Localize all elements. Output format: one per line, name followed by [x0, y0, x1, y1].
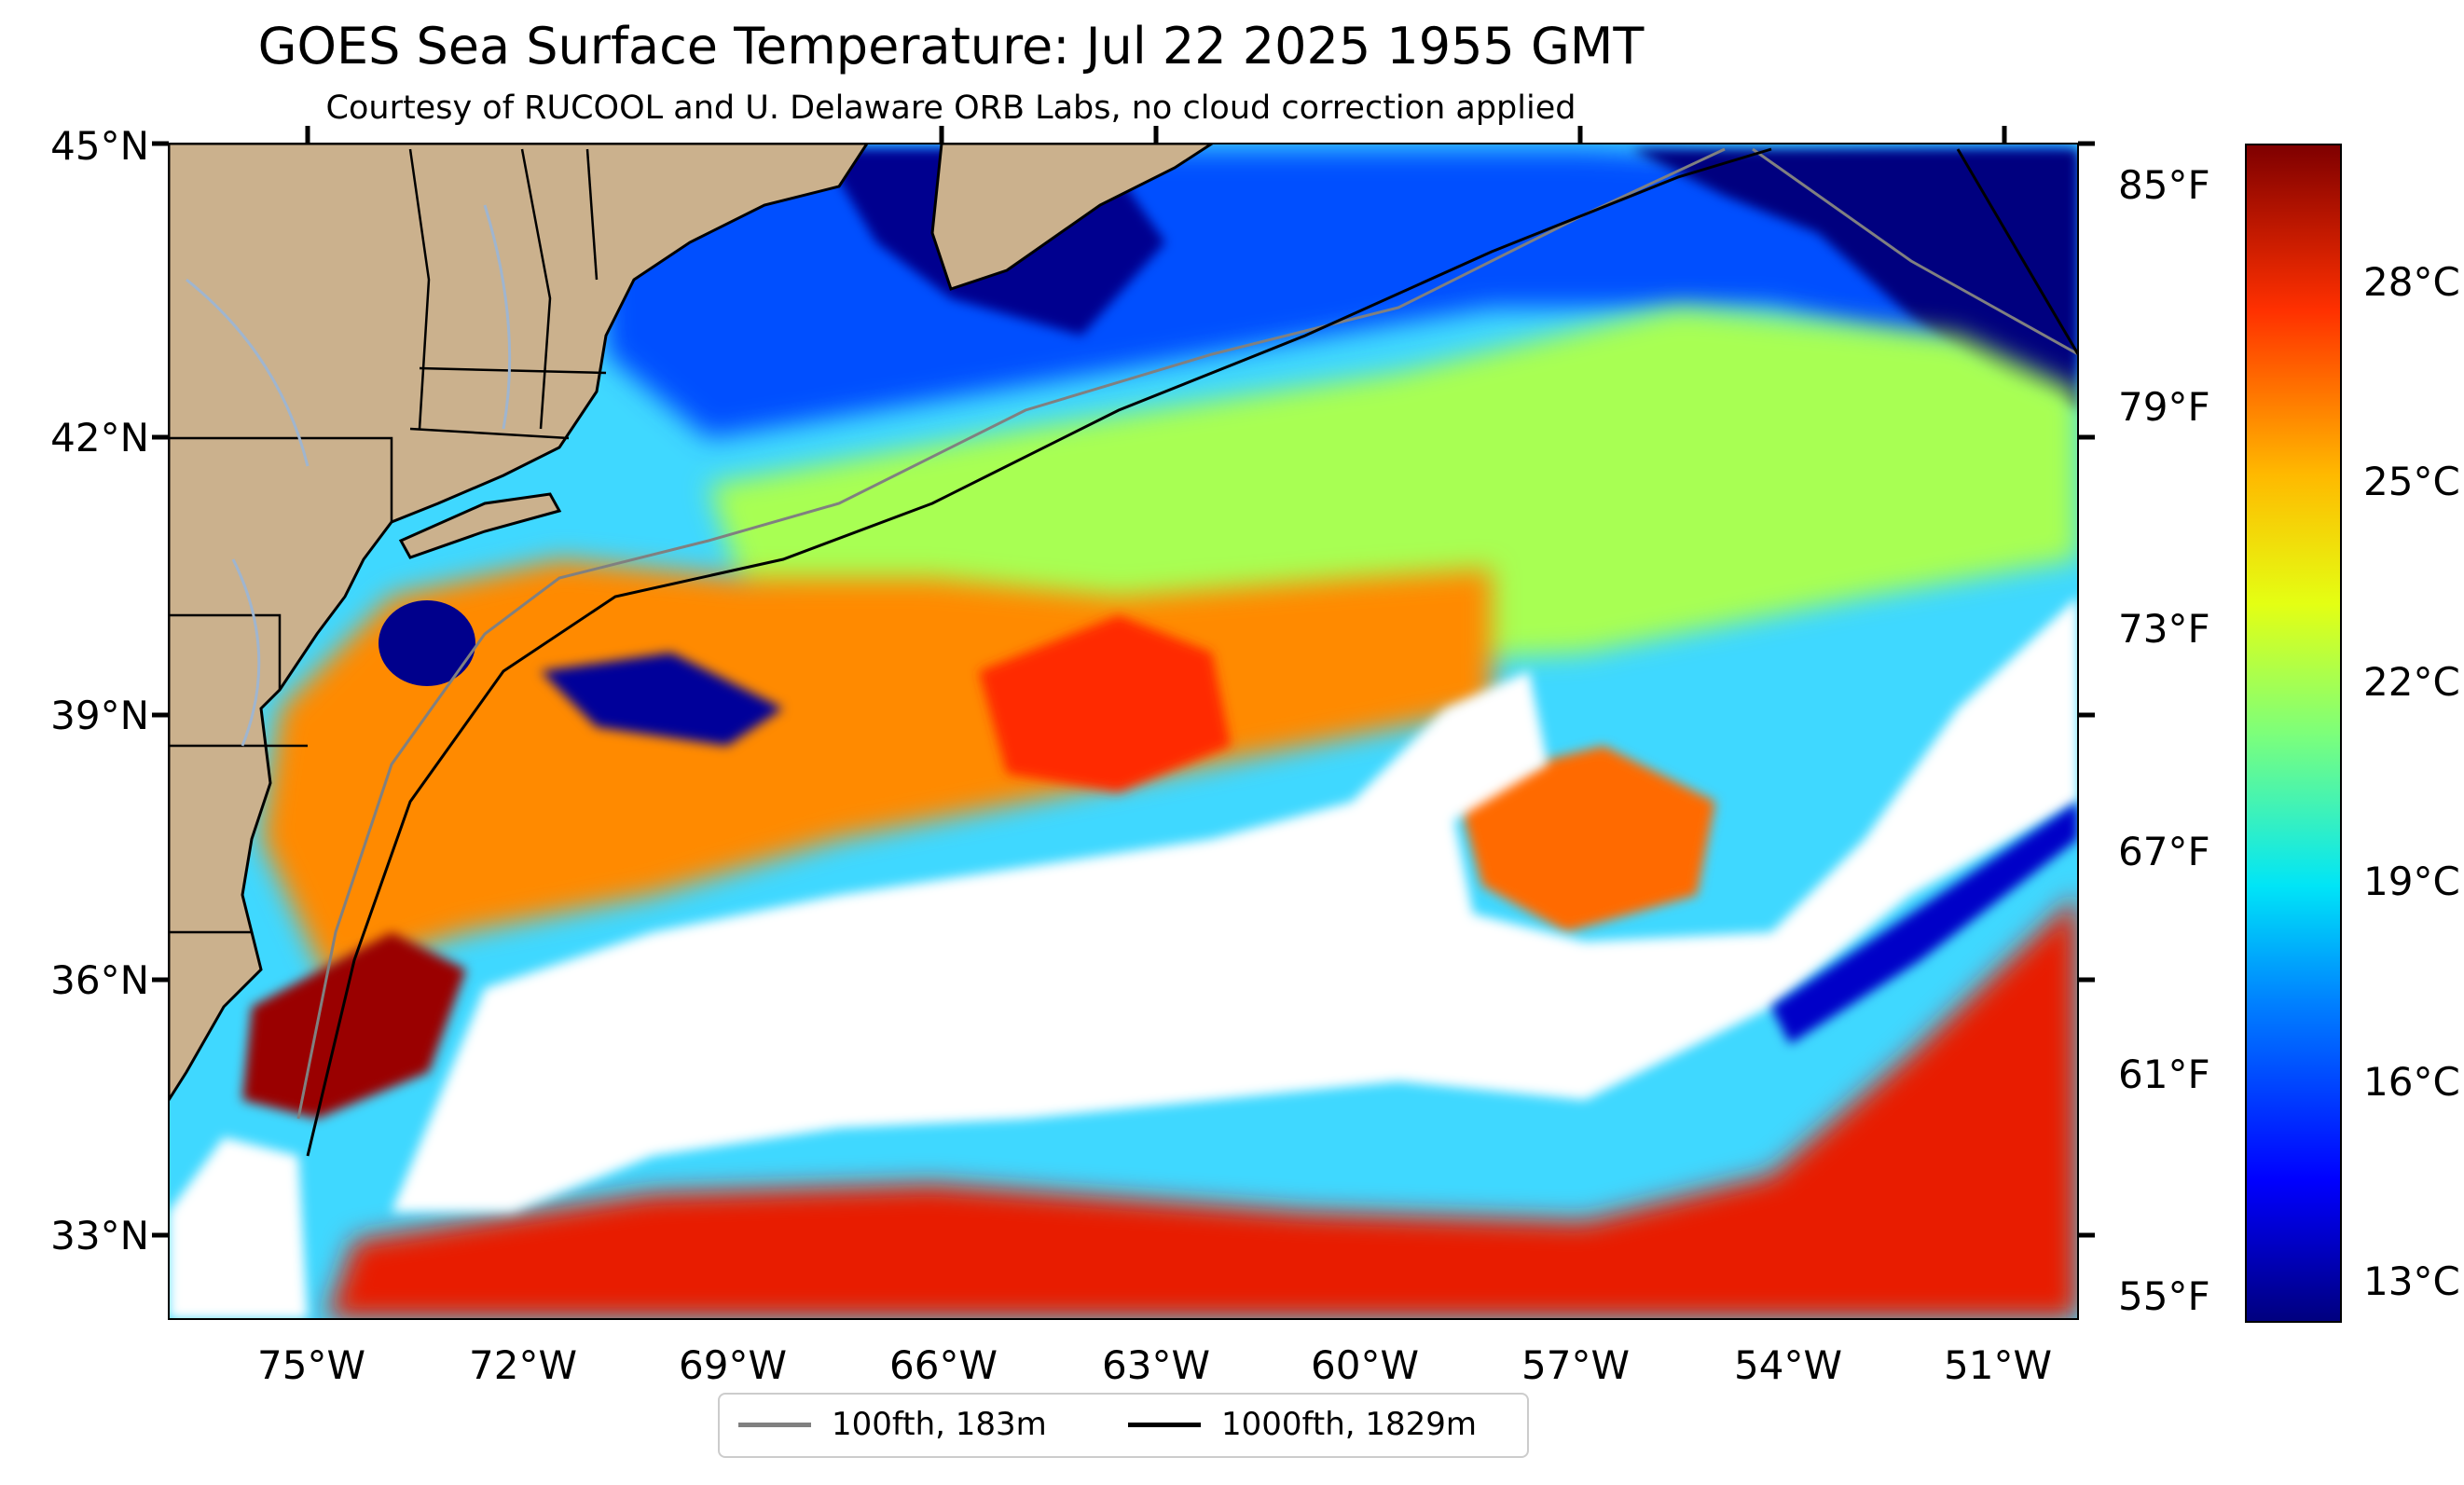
lon-label-66w: 66°W: [889, 1342, 998, 1388]
lon-label-57w: 57°W: [1521, 1342, 1630, 1388]
rivers: [186, 204, 512, 747]
cbar-c-16: 16°C: [2363, 1059, 2460, 1105]
cbar-c-28: 28°C: [2363, 259, 2460, 305]
lat-label-33n: 33°N: [50, 1213, 149, 1258]
lon-label-69w: 69°W: [679, 1342, 787, 1388]
contour-1000fth: [306, 147, 2078, 1157]
cold-eddy-ring: [379, 600, 475, 686]
cloud-mask-sw: [169, 1137, 308, 1319]
legend-item-100fth: 100fth, 183m: [738, 1406, 1047, 1443]
major-ticks: [152, 126, 2095, 1238]
lat-label-39n: 39°N: [50, 693, 149, 738]
legend-item-1000fth: 1000fth, 1829m: [1128, 1406, 1477, 1443]
contour-100fth: [296, 147, 2078, 1120]
state-borders: [169, 148, 607, 934]
land-mainland: [169, 144, 869, 1103]
cbar-f-73: 73°F: [2118, 606, 2210, 652]
cold-filament: [541, 653, 783, 746]
lat-label-42n: 42°N: [50, 415, 149, 461]
map-title: GOES Sea Surface Temperature: Jul 22 202…: [257, 17, 1645, 76]
cloud-mask-center: [392, 597, 2078, 1212]
shelf-band: [709, 308, 2078, 671]
long-island: [398, 492, 562, 559]
temperature-colorbar: [2245, 144, 2342, 1323]
legend-label-1000fth: 1000fth, 1829m: [1221, 1406, 1478, 1443]
cbar-c-25: 25°C: [2363, 459, 2460, 504]
lat-label-45n: 45°N: [50, 123, 149, 169]
cbar-f-79: 79°F: [2118, 384, 2210, 430]
lon-label-54w: 54°W: [1734, 1342, 1842, 1388]
lon-label-72w: 72°W: [469, 1342, 577, 1388]
lon-label-75w: 75°W: [257, 1342, 365, 1388]
front-lower: [1771, 802, 2078, 1044]
hot-core: [979, 615, 1231, 792]
lon-label-63w: 63°W: [1102, 1342, 1210, 1388]
cbar-f-55: 55°F: [2118, 1273, 2210, 1319]
lat-label-36n: 36°N: [50, 957, 149, 1003]
cbar-f-85: 85°F: [2118, 162, 2210, 208]
legend-label-100fth: 100fth, 183m: [832, 1406, 1047, 1443]
contour-legend: 100fth, 183m 1000fth, 1829m: [718, 1393, 1529, 1458]
cbar-c-19: 19°C: [2363, 859, 2460, 904]
cbar-c-22: 22°C: [2363, 659, 2460, 705]
cbar-f-61: 61°F: [2118, 1052, 2210, 1097]
lon-label-51w: 51°W: [1944, 1342, 2052, 1388]
cbar-f-67: 67°F: [2118, 829, 2210, 874]
map-subtitle: Courtesy of RUCOOL and U. Delaware ORB L…: [325, 89, 1576, 127]
legend-line-black: [1128, 1422, 1201, 1427]
sargasso-warm: [326, 895, 2078, 1319]
hot-south-coast: [242, 932, 466, 1119]
lon-label-60w: 60°W: [1311, 1342, 1419, 1388]
cbar-c-13: 13°C: [2363, 1258, 2460, 1304]
map-frame: [168, 143, 2079, 1320]
legend-line-gray: [738, 1422, 811, 1427]
land-nova-scotia: [930, 144, 1215, 291]
warm-east-eddy: [1454, 746, 1715, 932]
